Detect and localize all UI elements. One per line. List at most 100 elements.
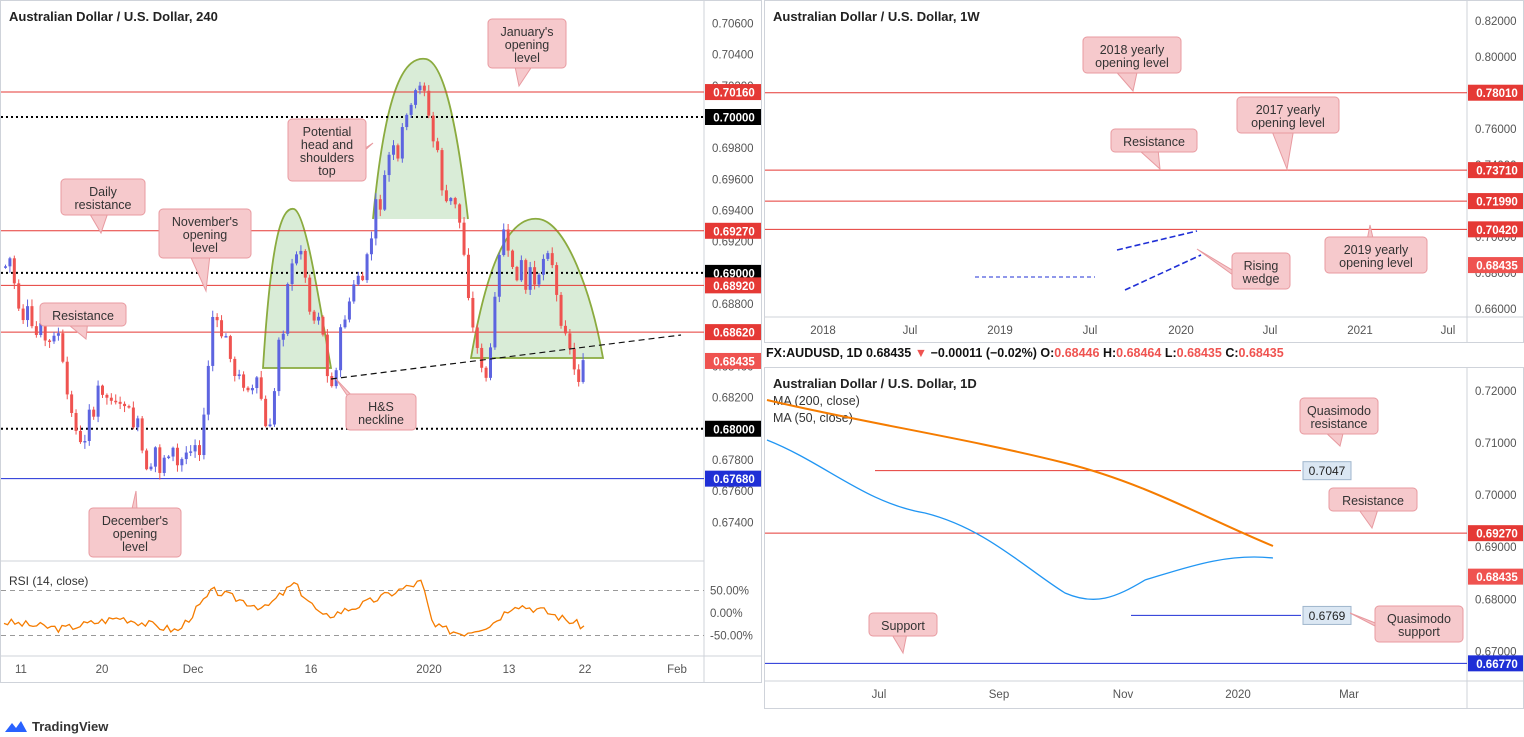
price-tag — [705, 324, 761, 341]
callout-resistance[interactable] — [1328, 487, 1418, 512]
chart-4h-candle — [189, 451, 193, 453]
chart-4h-candle — [175, 447, 179, 466]
chart-4h-candle — [392, 145, 395, 155]
callout-resistance-pointer — [1139, 151, 1161, 171]
time-tick: Dec — [183, 664, 204, 676]
chart-4h-candle — [30, 306, 34, 327]
price-tick: 0.68200 — [712, 393, 754, 405]
price-tag-text: 0.70160 — [713, 88, 755, 100]
chart-4h-candle — [140, 418, 144, 451]
chart-4h-candle — [427, 90, 431, 116]
chart-4h-candle — [563, 325, 567, 334]
price-tick: 0.70400 — [712, 50, 754, 62]
close-value: 0.68435 — [1238, 346, 1284, 360]
ma200-label: MA (200, close) — [773, 394, 860, 408]
callout-resistance-text: Resistance — [52, 309, 114, 323]
chart-4h-candle — [295, 254, 298, 264]
callout-november-opening-text: level — [192, 241, 218, 255]
callout-2017-yearly-text: 2017 yearly — [1256, 103, 1321, 117]
callout-hs-neckline[interactable] — [345, 393, 417, 431]
callout-2019-yearly[interactable] — [1324, 236, 1428, 274]
callout-2018-yearly[interactable] — [1082, 36, 1182, 74]
callout-2017-yearly[interactable] — [1236, 96, 1340, 134]
time-tick: Jul — [1441, 325, 1456, 337]
callout-quasimodo-resistance[interactable] — [1299, 397, 1379, 435]
chart-4h-title: Australian Dollar / U.S. Dollar, 240 — [9, 9, 218, 24]
chart-4h-candle — [356, 275, 360, 285]
price-box-text: 0.6769 — [1309, 609, 1346, 623]
chart-4h-candle — [87, 409, 91, 442]
chart-4h-candle — [153, 447, 157, 467]
time-tick: 2020 — [416, 664, 442, 676]
chart-4h-candle — [61, 333, 65, 362]
chart-4h-candle — [405, 114, 409, 128]
chart-4h-candle — [577, 369, 581, 382]
chart-4h-candle — [515, 266, 519, 281]
price-tick: 0.72000 — [1475, 386, 1517, 398]
tradingview-logo-icon — [5, 721, 27, 732]
callout-daily-resistance-text: resistance — [75, 198, 132, 212]
callout-january-opening-text: January's — [500, 25, 553, 39]
price-tick: 0.70000 — [1475, 490, 1517, 502]
price-tag-text: 0.68620 — [713, 328, 755, 340]
chart-weekly-panel[interactable]: Australian Dollar / U.S. Dollar, 1W 0.820… — [764, 0, 1524, 343]
chart-4h-candle — [480, 347, 484, 368]
chart-4h-candle — [458, 204, 462, 223]
price-tag-text: 0.68435 — [1476, 261, 1518, 273]
chart-4h-candle — [202, 414, 206, 456]
ma50-label: MA (50, close) — [773, 411, 853, 425]
chart-4h-candle — [259, 377, 263, 399]
chart-4h-candle — [528, 267, 532, 290]
chart-4h-candle — [325, 334, 329, 377]
chart-4h-candle — [198, 445, 201, 456]
head-shape — [372, 57, 469, 220]
price-tag-text: 0.67680 — [713, 474, 755, 486]
price-tag-text: 0.70000 — [713, 113, 755, 125]
chart-4h-candle — [383, 175, 387, 210]
chart-4h-candle — [409, 104, 413, 115]
open-label: O: — [1040, 346, 1055, 360]
chart-4h-candle — [418, 85, 422, 91]
chart-4h-candle — [48, 340, 52, 342]
callout-resistance-pointer — [1358, 510, 1379, 530]
tradingview-logo[interactable]: TradingView — [4, 716, 108, 736]
chart-4h-candle — [440, 150, 444, 191]
callout-support[interactable] — [868, 612, 938, 637]
chart-4h-candle — [65, 361, 69, 395]
chart-4h-candle — [206, 365, 210, 415]
price-tag-text: 0.68435 — [1476, 572, 1518, 584]
chart-daily-panel[interactable]: Australian Dollar / U.S. Dollar, 1D MA (2… — [764, 367, 1524, 709]
callout-resistance[interactable] — [1110, 128, 1198, 153]
wedge-upper — [1116, 230, 1198, 251]
price-change: −0.00011 (−0.02%) — [930, 346, 1037, 360]
callout-quasimodo-resistance-pointer — [1326, 433, 1344, 447]
price-tag-text: 0.73710 — [1476, 166, 1518, 178]
callout-rising-wedge[interactable] — [1231, 252, 1291, 290]
chart-4h-candle — [365, 254, 369, 281]
callout-2017-yearly-text: opening level — [1251, 116, 1325, 130]
callout-quasimodo-support[interactable] — [1374, 605, 1464, 643]
time-tick: Jul — [1263, 325, 1278, 337]
callout-daily-resistance[interactable] — [60, 178, 146, 216]
chart-4h-candle — [123, 403, 127, 407]
right-shoulder-shape — [469, 217, 605, 359]
callout-hs-top-text: Potential — [303, 125, 352, 139]
callout-december-opening[interactable] — [88, 507, 182, 558]
chart-4h-candle — [519, 260, 523, 281]
callout-hs-top[interactable] — [287, 118, 367, 182]
price-tick: 0.82000 — [1475, 16, 1517, 28]
chart-4h-candle — [228, 336, 232, 359]
callout-january-opening[interactable] — [487, 18, 567, 69]
chart-4h-candle — [26, 306, 30, 321]
chart-4h-candle — [378, 199, 382, 210]
callout-hs-neckline-text: neckline — [358, 413, 404, 427]
price-tag — [705, 420, 761, 437]
callout-resistance[interactable] — [39, 302, 127, 327]
callout-november-opening[interactable] — [158, 208, 252, 259]
chart-4h-candle — [453, 198, 457, 205]
chart-4h-candle — [462, 222, 466, 255]
chart-4h-candle — [272, 391, 276, 425]
chart-4h-candle — [127, 406, 131, 408]
chart-4h-candle — [158, 447, 162, 473]
chart-4h-panel[interactable]: Australian Dollar / U.S. Dollar, 240 0.70… — [0, 0, 762, 683]
